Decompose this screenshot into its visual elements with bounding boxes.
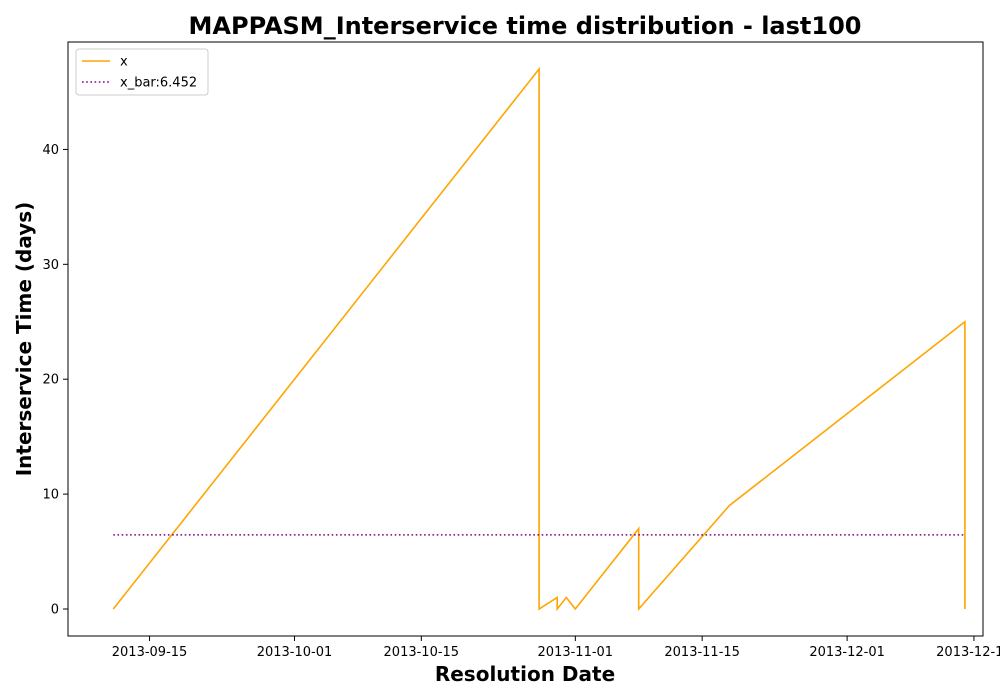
x-tick-label: 2013-11-01: [538, 645, 614, 660]
x-tick-label: 2013-09-15: [112, 645, 188, 660]
x-axis-label: Resolution Date: [435, 662, 615, 686]
y-tick-label: 10: [42, 488, 59, 503]
x-tick-label: 2013-12-15: [936, 645, 1000, 660]
chart-title: MAPPASM_Interservice time distribution -…: [189, 12, 862, 40]
plot-frame: [67, 41, 984, 637]
legend: x x_bar:6.452: [75, 48, 209, 96]
y-tick-label: 40: [42, 143, 59, 158]
legend-label-x-bar: x_bar:6.452: [120, 76, 197, 91]
series-line-x: [112, 66, 966, 612]
y-tick-label: 20: [42, 373, 59, 388]
y-tick-label: 0: [51, 603, 59, 618]
x-tick-label: 2013-12-01: [809, 645, 885, 660]
y-tick-label: 30: [42, 258, 59, 273]
x-tick-label: 2013-11-15: [664, 645, 740, 660]
x-tick-label: 2013-10-15: [384, 645, 460, 660]
y-axis-label: Interservice Time (days): [12, 202, 36, 477]
x-tick-label: 2013-10-01: [257, 645, 333, 660]
legend-label-x: x: [120, 55, 128, 70]
